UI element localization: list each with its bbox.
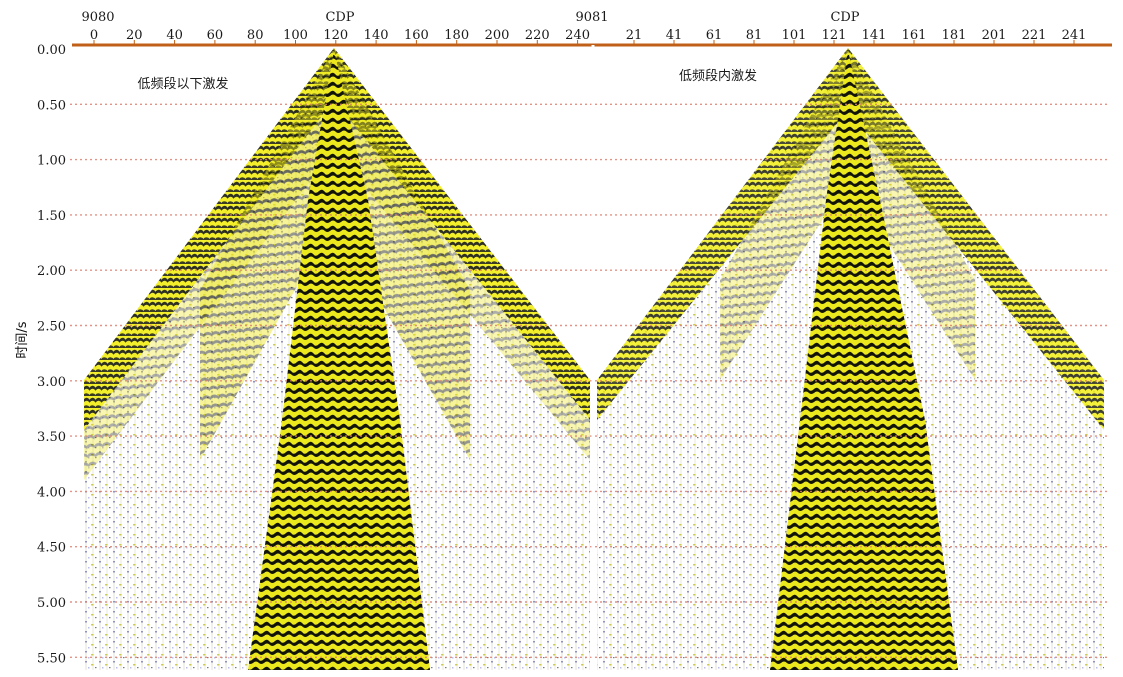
y-tick-label: 0.00 <box>37 43 66 58</box>
y-tick-label: 1.50 <box>37 209 66 224</box>
cdp-axis-title: CDP <box>325 10 354 25</box>
x-tick-label: 180 <box>444 28 469 43</box>
x-tick-label: 161 <box>902 28 927 43</box>
x-tick-label: 220 <box>525 28 550 43</box>
x-tick-label: 121 <box>822 28 847 43</box>
x-tick-label: 141 <box>862 28 887 43</box>
y-axis-ticks: 0.00 0.50 1.00 1.50 2.00 2.50 3.00 3.50 4.00 4.50… <box>37 43 66 666</box>
shot-id-label: 9081 <box>575 10 608 25</box>
y-tick-label: 5.00 <box>37 596 66 611</box>
x-tick-label: 81 <box>746 28 763 43</box>
panel-caption: 低频段以下激发 <box>137 76 228 92</box>
panel-annotations: 低频段以下激发 低频段内激发 <box>137 68 757 92</box>
x-tick-label: 40 <box>166 28 183 43</box>
x-tick-label: 201 <box>982 28 1007 43</box>
x-tick-label: 80 <box>247 28 264 43</box>
shot-gather-panel-left <box>84 48 590 670</box>
cdp-axis-title: CDP <box>830 10 859 25</box>
x-tick-label: 101 <box>782 28 807 43</box>
x-tick-label: 181 <box>942 28 967 43</box>
y-tick-label: 3.50 <box>37 430 66 445</box>
y-tick-label: 2.00 <box>37 264 66 279</box>
y-tick-label: 1.00 <box>37 154 66 169</box>
time-gridlines <box>70 103 1110 658</box>
x-tick-label: 0 <box>90 28 98 43</box>
panel-caption: 低频段内激发 <box>679 68 757 84</box>
y-axis-label: 时间/s <box>15 321 31 359</box>
y-tick-label: 0.50 <box>37 98 66 113</box>
shot-gather-panel-right <box>597 48 1104 670</box>
y-tick-label: 3.00 <box>37 375 66 390</box>
x-axis: 9080 CDP 0 20 40 60 80 100 120 140 160 180 200 220 240… <box>72 10 1112 47</box>
x-tick-label: 100 <box>283 28 308 43</box>
x-tick-label: 140 <box>364 28 389 43</box>
x-tick-label: 120 <box>323 28 348 43</box>
shot-id-label: 9080 <box>81 10 114 25</box>
x-tick-label: 240 <box>565 28 590 43</box>
x-tick-label: 221 <box>1022 28 1047 43</box>
x-tick-label: 20 <box>126 28 143 43</box>
x-tick-label: 41 <box>666 28 683 43</box>
x-tick-label: 60 <box>207 28 224 43</box>
y-tick-label: 4.00 <box>37 485 66 500</box>
x-tick-label: 21 <box>626 28 643 43</box>
y-tick-label: 5.50 <box>37 651 66 666</box>
x-tick-label: 200 <box>485 28 510 43</box>
x-tick-label: 160 <box>404 28 429 43</box>
x-tick-label: 241 <box>1062 28 1087 43</box>
y-tick-label: 2.50 <box>37 320 66 335</box>
x-tick-label: 61 <box>706 28 723 43</box>
y-tick-label: 4.50 <box>37 541 66 556</box>
